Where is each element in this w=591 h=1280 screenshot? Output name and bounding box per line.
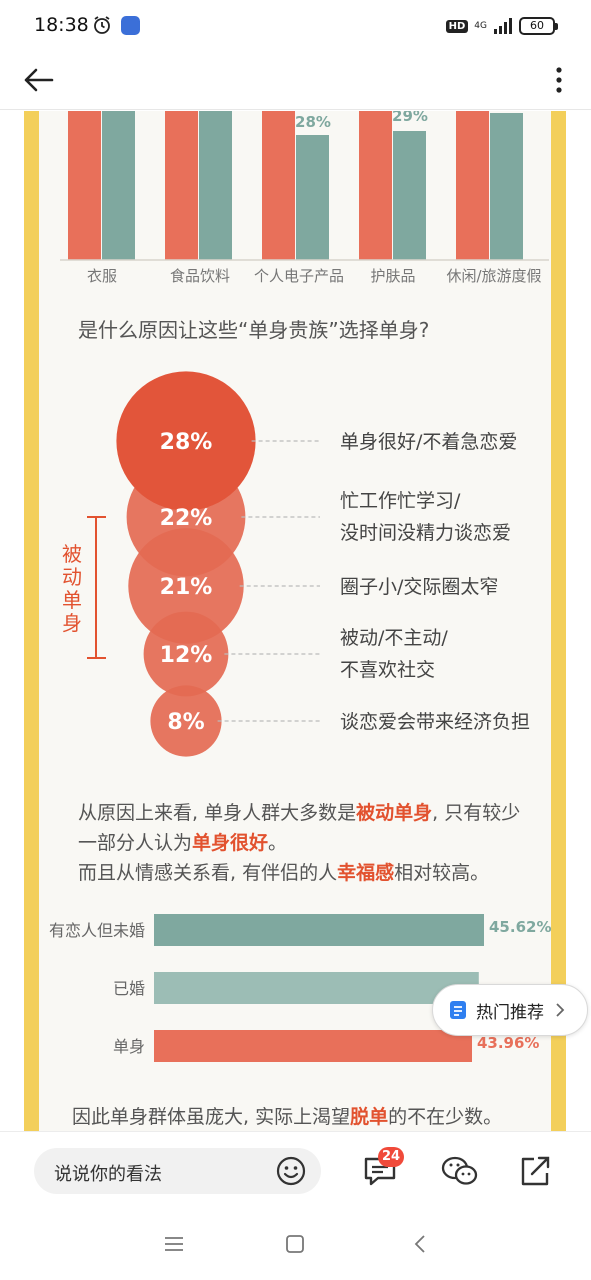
spend-category-label: 护肤品 <box>370 267 415 285</box>
spend-category-label: 个人电子产品 <box>254 267 344 285</box>
happiness-bar <box>154 972 479 1004</box>
alarm-icon <box>94 16 110 34</box>
battery-icon: 60 <box>519 17 558 35</box>
happiness-label: 有恋人但未婚 <box>49 921 145 940</box>
summary-line-3: 而且从情感关系看, 有伴侣的人幸福感相对较高。 <box>78 861 489 884</box>
spend-bar-coral <box>262 111 295 260</box>
reason-label: 谈恋爱会带来经济负担 <box>340 711 530 733</box>
network-type: 4G <box>474 20 487 31</box>
comment-placeholder: 说说你的看法 <box>54 1164 162 1185</box>
infographic-frame: 28% 29% 衣服 食品饮料 个人电子产品 护肤品 休闲/旅游度假 是什么原因让这些“单… <box>24 111 566 1131</box>
happiness-value: 45.62% <box>489 918 551 936</box>
spend-category-label: 衣服 <box>87 267 117 285</box>
reason-bubbles: 28% 单身很好/不着急恋爱 22% 忙工作忙学习/没时间没精力谈恋爱 21% 圈子小/交… <box>116 371 530 757</box>
top-nav-bar <box>0 52 591 110</box>
question-text: 是什么原因让这些“单身贵族”选择单身? <box>78 318 429 342</box>
spending-bar-chart: 28% 29% <box>68 111 523 260</box>
passive-single-label: 被动单身 <box>62 542 82 635</box>
share-icon[interactable] <box>517 1154 553 1188</box>
reason-percent: 28% <box>160 430 213 455</box>
passive-label-char: 身 <box>62 611 82 635</box>
reason-label: 被动/不主动/ <box>340 627 448 649</box>
spend-category-label: 食品饮料 <box>170 267 230 285</box>
system-navigation-bar <box>0 1209 591 1280</box>
reason-percent: 12% <box>160 643 213 668</box>
reason-label: 不喜欢社交 <box>340 659 435 681</box>
conclusion-text: 因此单身群体虽庞大, 实际上渴望脱单的不在少数。 <box>72 1105 502 1128</box>
reason-percent: 8% <box>167 710 204 735</box>
passive-label-char: 单 <box>62 588 82 612</box>
happiness-bar <box>154 1030 472 1062</box>
document-icon <box>450 1001 466 1019</box>
summary-line-1: 从原因上来看, 单身人群大多数是被动单身, 只有较少 <box>78 801 520 824</box>
menu-icon[interactable] <box>163 1233 185 1255</box>
comment-input[interactable]: 说说你的看法 <box>34 1148 321 1194</box>
spending-categories: 衣服 食品饮料 个人电子产品 护肤品 休闲/旅游度假 <box>87 267 542 285</box>
reason-bubble <box>116 371 256 511</box>
status-time: 18:38 <box>34 14 89 36</box>
spend-bar-teal <box>296 135 329 260</box>
happiness-label: 已婚 <box>113 979 145 998</box>
spend-bar-teal <box>393 131 426 260</box>
spend-bar-coral <box>165 111 198 260</box>
reason-bubble <box>150 685 222 757</box>
status-indicators: HD 4G 60 <box>445 16 558 36</box>
reason-label: 圈子小/交际圈太窄 <box>340 576 498 598</box>
spend-label: 28% <box>295 113 331 131</box>
happiness-bar <box>154 914 484 946</box>
infographic: 28% 29% 衣服 食品饮料 个人电子产品 护肤品 休闲/旅游度假 是什么原因让这些“单… <box>49 111 551 1128</box>
happiness-value: 43.96% <box>477 1034 539 1052</box>
chevron-right-icon <box>556 1003 565 1017</box>
article-content[interactable]: 28% 29% 衣服 食品饮料 个人电子产品 护肤品 休闲/旅游度假 是什么原因让这些“单… <box>0 111 591 1131</box>
hd-badge: HD <box>445 19 469 33</box>
spend-label: 29% <box>392 111 428 125</box>
home-square-icon[interactable] <box>284 1233 306 1255</box>
reason-label: 忙工作忙学习/ <box>340 490 461 512</box>
hot-recommend-button[interactable]: 热门推荐 <box>432 984 588 1036</box>
app-notification-icon <box>121 16 140 35</box>
wechat-icon[interactable] <box>440 1154 480 1188</box>
passive-bracket <box>87 516 106 659</box>
signal-icon <box>494 18 512 34</box>
reason-label: 没时间没精力谈恋爱 <box>340 522 511 544</box>
comment-count-badge: 24 <box>378 1147 405 1167</box>
reason-label: 单身很好/不着急恋爱 <box>340 431 517 453</box>
passive-label-char: 被 <box>62 542 82 566</box>
happiness-label: 单身 <box>113 1037 145 1056</box>
reason-percent: 21% <box>160 575 213 600</box>
arrow-left-icon[interactable] <box>20 62 60 98</box>
passive-label-char: 动 <box>62 565 82 589</box>
spend-bar-teal <box>199 111 232 260</box>
spend-bar-teal <box>102 111 135 260</box>
spend-category-label: 休闲/旅游度假 <box>446 267 541 285</box>
infographic-background <box>39 111 551 1131</box>
hot-recommend-label: 热门推荐 <box>476 1002 544 1023</box>
emoji-icon[interactable] <box>275 1155 307 1187</box>
more-vertical-icon[interactable] <box>549 64 569 96</box>
reason-percent: 22% <box>160 506 213 531</box>
spend-bar-coral <box>68 111 101 260</box>
status-bar: 18:38 HD 4G 60 <box>0 0 591 52</box>
spend-bar-coral <box>359 111 392 260</box>
spend-bar-teal <box>490 113 523 260</box>
spend-bar-coral <box>456 111 489 260</box>
comment-bar: 说说你的看法 <box>0 1131 591 1209</box>
back-chevron-icon[interactable] <box>410 1233 432 1255</box>
summary-line-2: 一部分人认为单身很好。 <box>78 831 287 854</box>
